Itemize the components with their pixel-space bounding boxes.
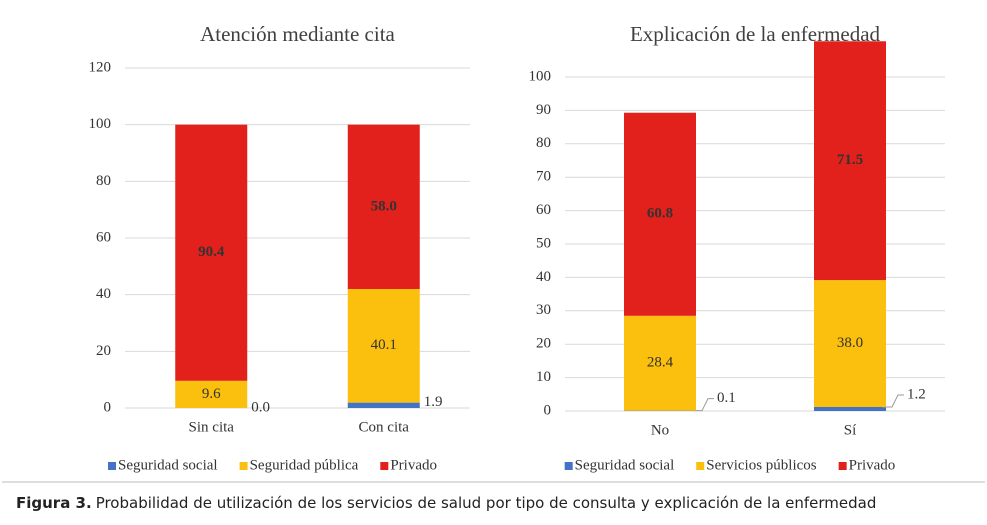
y-tick-label: 100 xyxy=(89,116,112,132)
caption-label: Figura 3. xyxy=(16,494,92,512)
legend-label: Seguridad pública xyxy=(250,457,359,473)
y-tick-label: 10 xyxy=(536,369,551,385)
data-label: 60.8 xyxy=(647,206,673,222)
data-label: 28.4 xyxy=(647,355,674,371)
x-tick-label: Sin cita xyxy=(189,419,235,435)
bar-segment xyxy=(175,124,248,381)
y-tick-label: 0 xyxy=(104,399,112,415)
bar-segment xyxy=(814,41,886,281)
y-tick-label: 120 xyxy=(89,59,112,75)
bar-segment xyxy=(624,315,696,411)
caption: Figura 3. Probabilidad de utilización de … xyxy=(16,494,876,512)
y-tick-label: 20 xyxy=(536,336,551,352)
data-label: 9.6 xyxy=(202,386,221,402)
bar-segment xyxy=(347,402,420,408)
bar-segment xyxy=(175,380,248,408)
leader-line xyxy=(882,394,904,408)
x-tick-label: No xyxy=(651,422,669,438)
legend-swatch xyxy=(108,462,117,470)
data-label: 40.1 xyxy=(371,337,397,353)
data-label: 58.0 xyxy=(371,198,397,214)
y-tick-label: 90 xyxy=(536,102,551,118)
y-tick-label: 50 xyxy=(536,235,551,251)
data-label: 90.4 xyxy=(198,244,225,260)
y-tick-label: 60 xyxy=(536,202,551,218)
bar-segment xyxy=(814,406,886,411)
leader-line xyxy=(692,398,714,412)
y-tick-label: 0 xyxy=(544,402,552,418)
x-tick-label: Con cita xyxy=(359,419,410,435)
y-tick-label: 80 xyxy=(96,173,111,189)
y-tick-label: 60 xyxy=(96,229,111,245)
data-label: 38.0 xyxy=(837,335,863,351)
y-tick-label: 80 xyxy=(536,135,551,151)
data-label: 0.1 xyxy=(717,390,736,406)
y-tick-label: 100 xyxy=(529,68,552,84)
legend-label: Privado xyxy=(849,457,896,473)
y-tick-label: 40 xyxy=(96,286,111,302)
legend-label: Seguridad social xyxy=(118,457,218,473)
data-label: 71.5 xyxy=(837,152,863,168)
legend-swatch xyxy=(380,462,389,470)
legend-swatch xyxy=(696,462,705,470)
y-tick-label: 70 xyxy=(536,169,551,185)
x-tick-label: Sí xyxy=(844,422,857,438)
legend-swatch xyxy=(564,462,573,470)
legend-label: Privado xyxy=(390,457,437,473)
bar-segment xyxy=(814,280,886,407)
data-label: 0.0 xyxy=(251,399,270,415)
legend-label: Servicios públicos xyxy=(706,457,817,473)
legend-label: Seguridad social xyxy=(575,457,675,473)
y-tick-label: 30 xyxy=(536,302,551,318)
legend-swatch xyxy=(239,462,248,470)
y-tick-label: 20 xyxy=(96,343,111,359)
bar-segment xyxy=(624,112,696,316)
data-label: 1.2 xyxy=(907,386,926,402)
data-label: 1.9 xyxy=(424,394,443,410)
caption-text: Probabilidad de utilización de los servi… xyxy=(96,494,877,512)
bar-segment xyxy=(347,124,420,290)
y-tick-label: 40 xyxy=(536,269,551,285)
chart-title: Atención mediante cita xyxy=(200,22,395,46)
legend-swatch xyxy=(838,462,847,470)
bar-segment xyxy=(347,289,420,403)
